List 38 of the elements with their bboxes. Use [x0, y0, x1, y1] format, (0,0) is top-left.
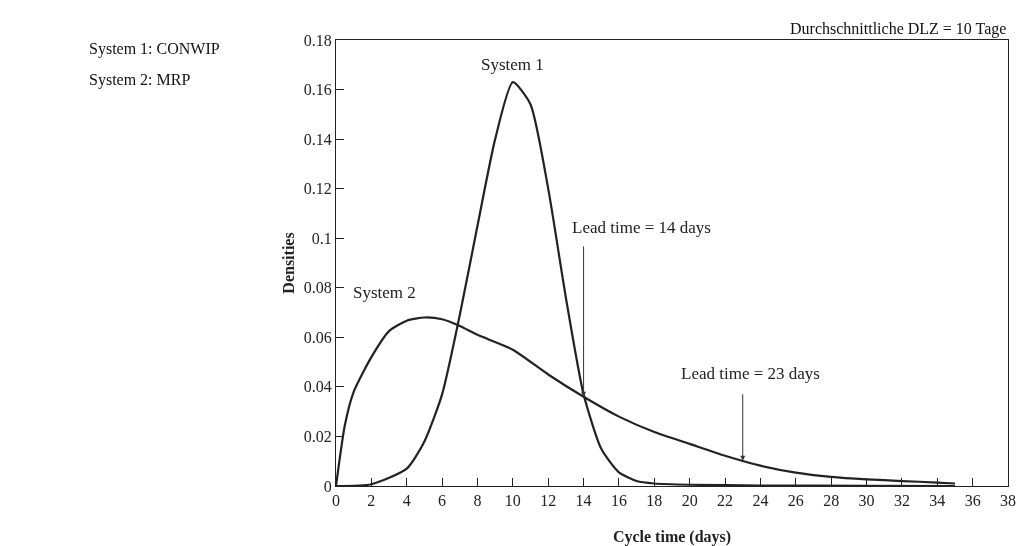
- x-tick-label: 20: [681, 492, 698, 510]
- y-tick-label: 0.06: [303, 328, 332, 346]
- text: Durchschnittliche DLZ = 10 Tage: [790, 20, 1007, 38]
- x-tick-label: 30: [858, 492, 875, 510]
- y-tick-label: 0.1: [311, 229, 332, 247]
- x-tick-label: 14: [575, 492, 592, 510]
- y-tick-label: 0.02: [303, 428, 332, 446]
- y-tick-label: 0: [323, 477, 332, 495]
- x-tick-label: 6: [438, 492, 447, 510]
- y-tick-label: 0.16: [303, 81, 332, 99]
- x-tick-label: 22: [717, 492, 734, 510]
- series-label: System 2: [353, 283, 416, 302]
- x-tick-label: 16: [610, 492, 627, 510]
- x-tick-label: 34: [929, 492, 946, 510]
- x-tick-label: 12: [540, 492, 557, 510]
- x-tick-label: 26: [787, 492, 804, 510]
- y-tick-label: 0.04: [303, 378, 332, 396]
- x-tick-label: 4: [402, 492, 411, 510]
- annotation: Lead time = 23 days: [681, 364, 820, 383]
- y-tick-label: 0.08: [303, 279, 332, 297]
- text: System 2: MRP: [89, 71, 191, 89]
- x-tick-label: 38: [1000, 492, 1016, 510]
- x-tick-label: 10: [504, 492, 521, 510]
- x-tick-label: 2: [367, 492, 376, 510]
- x-tick-label: 28: [823, 492, 840, 510]
- series-label: System 1: [481, 55, 544, 74]
- y-axis-title: Densities: [279, 232, 297, 294]
- text: System 1: CONWIP: [89, 40, 220, 58]
- y-tick-label: 0.12: [303, 180, 332, 198]
- x-tick-label: 18: [646, 492, 663, 510]
- x-tick-label: 8: [473, 492, 482, 510]
- y-tick-label: 0.14: [303, 130, 332, 148]
- annotation: Lead time = 14 days: [572, 218, 711, 237]
- x-tick-label: 24: [752, 492, 769, 510]
- y-tick-label: 0.18: [303, 31, 332, 49]
- x-axis-title: Cycle time (days): [612, 528, 732, 546]
- x-tick-label: 32: [893, 492, 910, 510]
- x-tick-label: 36: [964, 492, 981, 510]
